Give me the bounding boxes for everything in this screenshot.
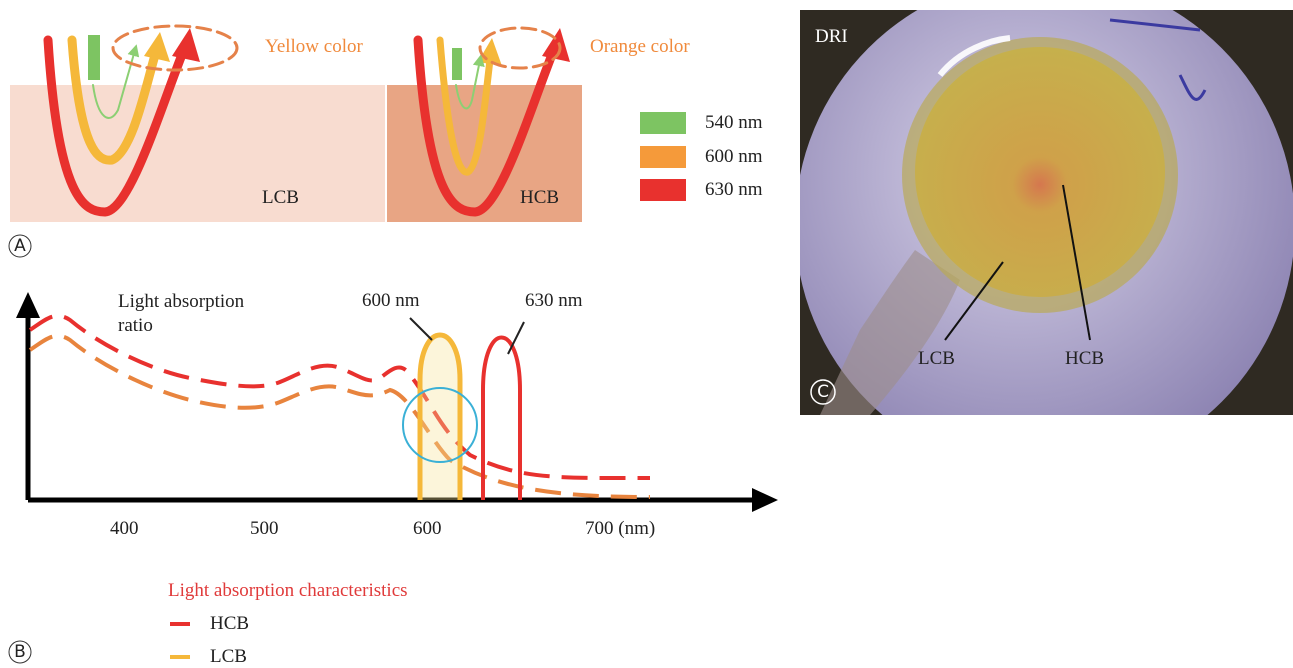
lcb-curve — [30, 336, 650, 497]
annotation: Yellow color — [265, 36, 363, 58]
panel-label: B — [9, 641, 31, 663]
legend-swatch — [640, 146, 686, 168]
panel-label: A — [9, 235, 31, 257]
leader-line — [508, 322, 524, 354]
image-title: DRI — [815, 26, 848, 48]
legend-title: Light absorption characteristics — [168, 580, 408, 602]
x-tick-label: 400 — [110, 518, 139, 540]
panel-label: C — [812, 381, 834, 403]
hcb-curve — [30, 316, 650, 478]
y-axis-label: Light absorption ratio — [118, 290, 283, 338]
legend-swatch — [640, 112, 686, 134]
box-label: HCB — [520, 187, 559, 209]
x-tick-label: 600 — [413, 518, 442, 540]
peak-label: 630 nm — [525, 290, 583, 312]
image-label: HCB — [1065, 348, 1104, 370]
legend-swatch — [640, 179, 686, 201]
x-tick-label: 700 (nm) — [585, 518, 655, 540]
x-tick-label: 500 — [250, 518, 279, 540]
endoscopic-image — [795, 0, 1293, 475]
leader-line — [410, 318, 432, 340]
peak-630 — [483, 338, 520, 501]
legend-label: 630 nm — [705, 179, 763, 201]
box-label: LCB — [262, 187, 299, 209]
legend-label: HCB — [210, 613, 249, 635]
peak-600 — [420, 335, 460, 500]
annotation: Orange color — [590, 36, 690, 58]
legend-label: 540 nm — [705, 112, 763, 134]
figure: Yellow color Orange color LCB HCB 540 nm… — [0, 0, 1293, 665]
peak-label: 600 nm — [362, 290, 420, 312]
legend-label: 600 nm — [705, 146, 763, 168]
image-label: LCB — [918, 348, 955, 370]
